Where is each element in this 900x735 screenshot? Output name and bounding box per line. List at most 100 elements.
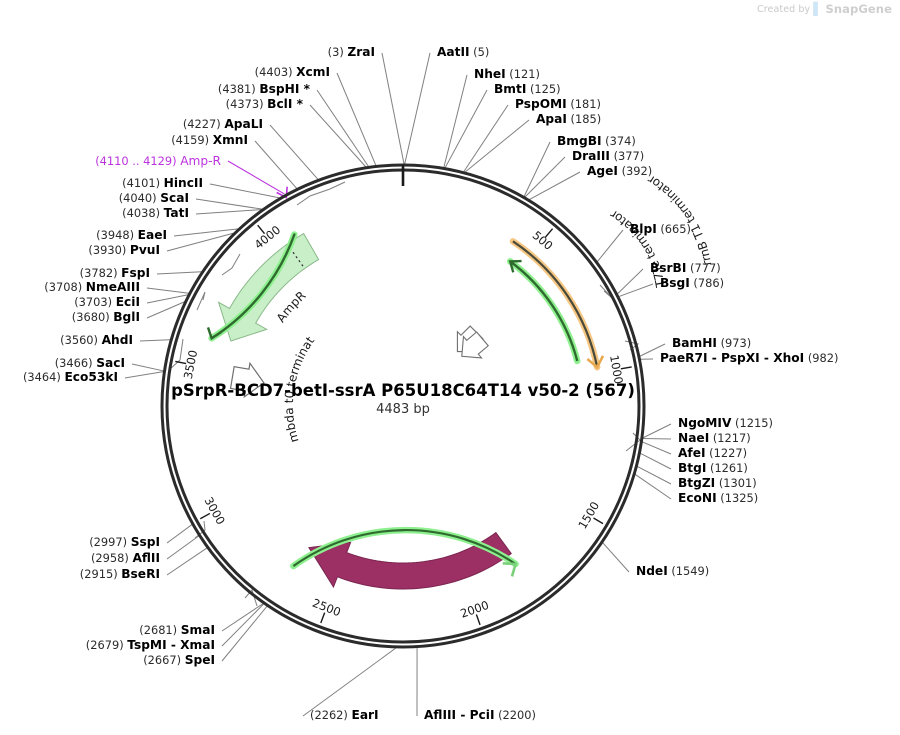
enzyme-label-text[interactable]: NheI (121) <box>474 67 540 81</box>
enzyme-label-text[interactable]: ApaI (185) <box>536 112 601 126</box>
enzyme-label-text[interactable]: NdeI (1549) <box>636 564 709 578</box>
enzyme-label[interactable]: BtgI (1261) <box>678 461 748 475</box>
enzyme-label-text[interactable]: (3703) EciI <box>74 295 140 309</box>
enzyme-label-text[interactable]: (2915) BseRI <box>80 567 160 581</box>
t7te-arrowhead <box>508 259 522 273</box>
enzyme-label-text[interactable]: BlpI (665) <box>630 222 691 236</box>
enzyme-label[interactable]: NgoMIV (1215) <box>678 416 773 430</box>
amp-r-annotation[interactable]: (4110 .. 4129) Amp-R <box>95 154 221 168</box>
enzyme-label[interactable]: AatII (5) <box>437 45 489 59</box>
enzyme-label-text[interactable]: (3708) NmeAIII <box>44 280 140 294</box>
enzyme-label[interactable]: (2915) BseRI <box>80 567 160 581</box>
enzyme-label[interactable]: BmgBI (374) <box>557 134 636 148</box>
enzyme-label-text[interactable]: (3560) AhdI <box>60 333 133 347</box>
enzyme-label[interactable]: BsgI (786) <box>660 276 724 290</box>
enzyme-label[interactable]: AgeI (392) <box>587 164 652 178</box>
enzyme-label[interactable]: NheI (121) <box>474 67 540 81</box>
enzyme-label[interactable]: (3464) Eco53kI <box>23 370 118 384</box>
enzyme-label-text[interactable]: (4040) ScaI <box>119 191 189 205</box>
enzyme-label-text[interactable]: BsrBI (777) <box>650 261 721 275</box>
enzyme-label-text[interactable]: BamHI (973) <box>672 336 751 350</box>
enzyme-label[interactable]: (3782) FspI <box>80 266 150 280</box>
enzyme-label-text[interactable]: (2262) EarI <box>310 708 379 722</box>
enzyme-label[interactable]: BmtI (125) <box>494 82 561 96</box>
enzyme-label-text[interactable]: (2997) SspI <box>89 535 160 549</box>
enzyme-label[interactable]: (3930) PvuI <box>88 243 160 257</box>
enzyme-label[interactable]: AflIII - PciI (2200) <box>424 708 536 722</box>
enzyme-label-text[interactable]: (2681) SmaI <box>139 623 215 637</box>
enzyme-label-text[interactable]: PaeR7I - PspXI - XhoI (982) <box>660 351 838 365</box>
enzyme-label[interactable]: (2997) SspI <box>89 535 160 549</box>
enzyme-label[interactable]: (4101) HincII <box>122 176 203 190</box>
enzyme-label[interactable]: BtgZI (1301) <box>678 476 757 490</box>
enzyme-label[interactable]: BlpI (665) <box>630 222 691 236</box>
enzyme-label[interactable]: NdeI (1549) <box>636 564 709 578</box>
enzyme-label-text[interactable]: BmgBI (374) <box>557 134 636 148</box>
enzyme-label[interactable]: (3466) SacI <box>55 356 125 370</box>
enzyme-label-text[interactable]: PspOMI (181) <box>515 97 601 111</box>
enzyme-label-text[interactable]: NaeI (1217) <box>678 431 751 445</box>
enzyme-label-text[interactable]: AflIII - PciI (2200) <box>424 708 536 722</box>
enzyme-label-text[interactable]: (3782) FspI <box>80 266 150 280</box>
enzyme-label-text[interactable]: EcoNI (1325) <box>678 491 758 505</box>
enzyme-label-text[interactable]: AfeI (1227) <box>678 446 747 460</box>
enzyme-label-text[interactable]: AgeI (392) <box>587 164 652 178</box>
enzyme-label-text[interactable]: (2667) SpeI <box>143 653 215 667</box>
enzyme-label-text[interactable]: (3930) PvuI <box>88 243 160 257</box>
enzyme-label[interactable]: (2958) AflII <box>91 551 160 565</box>
enzyme-label[interactable]: (2262) EarI <box>310 708 379 722</box>
enzyme-label[interactable]: NaeI (1217) <box>678 431 751 445</box>
enzyme-name: AhdI <box>102 333 133 347</box>
enzyme-label[interactable]: (3708) NmeAIII <box>44 280 140 294</box>
amp-r-annotation-text[interactable]: (4110 .. 4129) Amp-R <box>95 154 221 168</box>
enzyme-label-text[interactable]: (4038) TatI <box>122 206 189 220</box>
enzyme-label[interactable]: (3703) EciI <box>74 295 140 309</box>
enzyme-label[interactable]: (3948) EaeI <box>96 228 167 242</box>
enzyme-label-text[interactable]: (4101) HincII <box>122 176 203 190</box>
enzyme-label[interactable]: PspOMI (181) <box>515 97 601 111</box>
enzyme-label-text[interactable]: (4227) ApaLI <box>183 117 263 131</box>
enzyme-label[interactable]: (3680) BglI <box>72 310 140 324</box>
enzyme-label-text[interactable]: AatII (5) <box>437 45 489 59</box>
enzyme-label[interactable]: ApaI (185) <box>536 112 601 126</box>
enzyme-label[interactable]: BsrBI (777) <box>650 261 721 275</box>
enzyme-leader-line <box>443 74 468 168</box>
enzyme-label[interactable]: (4403) XcmI <box>255 65 330 79</box>
enzyme-label-text[interactable]: (2958) AflII <box>91 551 160 565</box>
enzyme-label-text[interactable]: (4403) XcmI <box>255 65 330 79</box>
enzyme-label[interactable]: (4159) XmnI <box>171 133 248 147</box>
enzyme-label[interactable]: DraIII (377) <box>572 149 644 163</box>
enzyme-label[interactable]: (2679) TspMI - XmaI <box>86 638 215 652</box>
enzyme-label-text[interactable]: (3680) BglI <box>72 310 140 324</box>
enzyme-label-text[interactable]: (2679) TspMI - XmaI <box>86 638 215 652</box>
enzyme-label-text[interactable]: (4381) BspHI * <box>218 82 311 96</box>
enzyme-label[interactable]: (4038) TatI <box>122 206 189 220</box>
enzyme-label-text[interactable]: BtgZI (1301) <box>678 476 757 490</box>
enzyme-label-text[interactable]: (4373) BclI * <box>226 97 304 111</box>
enzyme-label[interactable]: (4381) BspHI * <box>218 82 311 96</box>
enzyme-position: (4038) <box>122 206 164 220</box>
enzyme-label[interactable]: PaeR7I - PspXI - XhoI (982) <box>660 351 838 365</box>
enzyme-label-text[interactable]: (3948) EaeI <box>96 228 167 242</box>
enzyme-label[interactable]: (3) ZraI <box>328 45 375 59</box>
enzyme-label[interactable]: BamHI (973) <box>672 336 751 350</box>
enzyme-label-text[interactable]: NgoMIV (1215) <box>678 416 773 430</box>
enzyme-label-text[interactable]: (4159) XmnI <box>171 133 248 147</box>
enzyme-label[interactable]: (4227) ApaLI <box>183 117 263 131</box>
enzyme-label-text[interactable]: (3466) SacI <box>55 356 125 370</box>
enzyme-label-text[interactable]: (3464) Eco53kI <box>23 370 118 384</box>
enzyme-label-text[interactable]: DraIII (377) <box>572 149 644 163</box>
enzyme-label-text[interactable]: BtgI (1261) <box>678 461 748 475</box>
ruler-tick: 2000 <box>458 598 491 626</box>
enzyme-label-text[interactable]: BsgI (786) <box>660 276 724 290</box>
enzyme-label[interactable]: (2667) SpeI <box>143 653 215 667</box>
enzyme-label[interactable]: AfeI (1227) <box>678 446 747 460</box>
enzyme-label-text[interactable]: (3) ZraI <box>328 45 375 59</box>
enzyme-label[interactable]: (4373) BclI * <box>226 97 304 111</box>
enzyme-label[interactable]: (3560) AhdI <box>60 333 133 347</box>
enzyme-label[interactable]: EcoNI (1325) <box>678 491 758 505</box>
enzyme-label[interactable]: (2681) SmaI <box>139 623 215 637</box>
enzyme-label[interactable]: (4040) ScaI <box>119 191 189 205</box>
enzyme-label-text[interactable]: BmtI (125) <box>494 82 561 96</box>
enzyme-leader-line <box>166 535 200 560</box>
